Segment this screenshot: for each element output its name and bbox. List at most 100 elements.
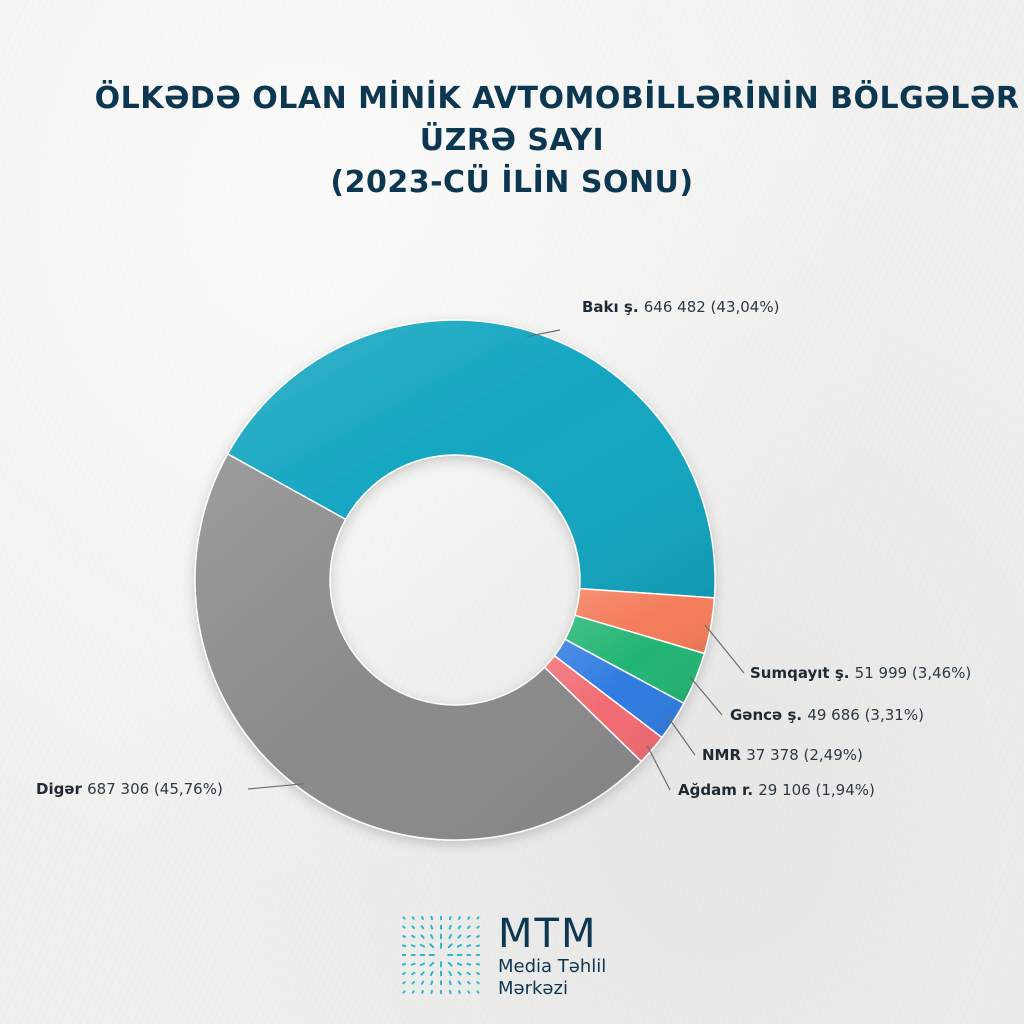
logo-ray	[448, 970, 453, 977]
slice-label-name: Digər	[36, 780, 87, 798]
logo-subtitle-2: Mərkəzi	[498, 978, 568, 999]
logo-ray	[411, 980, 416, 985]
logo-ray	[457, 934, 462, 939]
slice-label-value: 49 686 (3,31%)	[807, 706, 924, 724]
logo-ray	[421, 916, 424, 920]
logo-ray	[448, 989, 452, 995]
logo-ray	[411, 971, 416, 976]
title-line-3: (2023-CÜ İLİN SONU)	[330, 165, 694, 200]
logo-ray	[456, 943, 463, 948]
logo-ray	[421, 990, 424, 994]
logo-ray	[411, 990, 415, 994]
slice-label: NMR 37 378 (2,49%)	[702, 746, 863, 764]
title-line-1: ÖLKƏDƏ OLAN MİNİK AVTOMOBİLLƏRİNİN BÖLGƏ…	[94, 81, 1020, 116]
logo-ray	[448, 915, 452, 921]
slice-label: Gəncə ş. 49 686 (3,31%)	[730, 706, 924, 724]
logo-ray	[402, 972, 406, 975]
logo-ray	[475, 944, 481, 948]
logo-ray	[420, 934, 425, 939]
slice-gloss	[227, 320, 715, 598]
logo-ray	[447, 943, 453, 949]
leader-line	[646, 745, 671, 791]
slice-label-value: 29 106 (1,94%)	[758, 781, 875, 799]
slice-label-name: Ağdam r.	[678, 781, 758, 799]
logo-ray	[448, 924, 452, 930]
slice-label: Sumqayıt ş. 51 999 (3,46%)	[750, 664, 971, 682]
logo-ray	[458, 916, 461, 920]
leader-line	[704, 624, 745, 674]
logo-ray	[411, 934, 416, 939]
logo-ray	[457, 971, 462, 976]
chart-title: ÖLKƏDƏ OLAN MİNİK AVTOMOBİLLƏRİNİN BÖLGƏ…	[0, 78, 1024, 204]
slice-label-name: Sumqayıt ş.	[750, 664, 855, 682]
logo-ray	[402, 935, 406, 938]
slice-label-value: 37 378 (2,49%)	[746, 746, 863, 764]
slice-gloss	[574, 588, 715, 654]
logo-ray	[467, 916, 471, 920]
logo-ray	[448, 933, 453, 940]
slice-label-value: 646 482 (43,04%)	[644, 298, 780, 316]
logo-ray	[476, 925, 480, 929]
title-line-2: ÜZRƏ SAYI	[419, 123, 605, 158]
logo-ray	[466, 944, 472, 948]
slice-label: Ağdam r. 29 106 (1,94%)	[678, 781, 875, 799]
logo-ray	[420, 925, 425, 930]
logo-ray	[430, 980, 434, 986]
mtm-logo: MTM Media Təhlil Mərkəzi	[400, 912, 640, 1002]
logo-ray	[429, 933, 434, 940]
logo-ray	[429, 943, 435, 949]
logo-ray	[410, 944, 416, 948]
logo-ray	[429, 970, 434, 977]
logo-brand: MTM	[498, 911, 598, 957]
logo-ray	[476, 981, 480, 985]
logo-ray	[467, 990, 471, 994]
logo-ray	[411, 916, 415, 920]
logo-ray	[466, 934, 471, 939]
mtm-logo-mark-icon	[401, 915, 481, 995]
logo-ray	[420, 971, 425, 976]
logo-ray	[457, 925, 462, 930]
leader-line	[526, 329, 561, 338]
logo-ray	[458, 990, 461, 994]
logo-ray	[411, 925, 416, 930]
logo-ray	[420, 980, 425, 985]
slice-gloss	[554, 639, 684, 738]
slice-label-name: Gəncə ş.	[730, 706, 807, 724]
logo-ray	[476, 972, 480, 975]
slice-label-value: 51 999 (3,46%)	[855, 664, 972, 682]
logo-ray	[419, 943, 426, 948]
logo-ray	[402, 916, 406, 920]
slice-gloss	[544, 655, 662, 762]
logo-ray	[430, 915, 434, 921]
logo-ray	[430, 989, 434, 995]
slice-gloss	[565, 615, 705, 704]
logo-ray	[476, 990, 480, 994]
slice-gloss	[194, 453, 642, 841]
logo-ray	[402, 990, 406, 994]
slice-label-name: NMR	[702, 746, 746, 764]
slice-label: Digər 687 306 (45,76%)	[36, 780, 223, 798]
logo-ray	[448, 980, 452, 986]
logo-ray	[456, 962, 463, 967]
leader-line	[668, 717, 696, 756]
slice-label-name: Bakı ş.	[582, 298, 644, 316]
logo-ray	[402, 925, 406, 929]
logo-ray	[457, 980, 462, 985]
logo-subtitle-1: Media Təhlil	[498, 956, 607, 977]
logo-ray	[466, 962, 472, 966]
logo-ray	[401, 944, 407, 948]
leader-line	[247, 783, 304, 790]
logo-ray	[430, 924, 434, 930]
logo-ray	[401, 962, 407, 966]
leader-line	[689, 676, 723, 716]
logo-ray	[466, 971, 471, 976]
logo-ray	[419, 962, 426, 967]
slice-label: Bakı ş. 646 482 (43,04%)	[582, 298, 779, 316]
logo-ray	[475, 962, 481, 966]
logo-ray	[466, 980, 471, 985]
logo-ray	[410, 962, 416, 966]
logo-ray	[447, 961, 453, 967]
logo-ray	[402, 981, 406, 985]
